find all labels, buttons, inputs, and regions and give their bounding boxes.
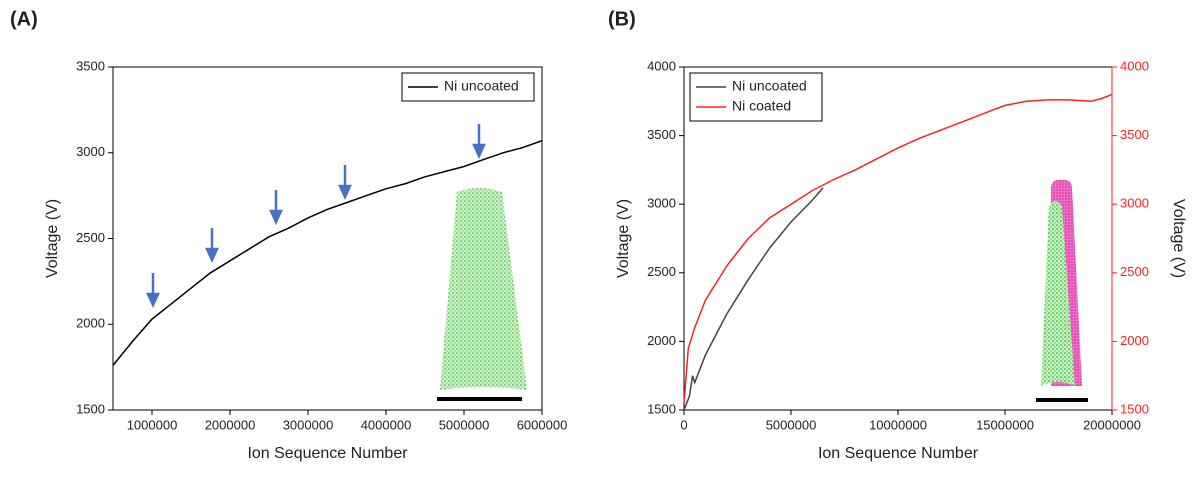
x-tick-label: 3000000 (283, 417, 334, 432)
y2-tick-label: 3000 (1120, 196, 1149, 211)
inset-b (1036, 180, 1088, 402)
y2-tick-label: 2500 (1120, 264, 1149, 279)
x-tick-label: 4000000 (361, 417, 412, 432)
series-line (112, 139, 543, 366)
x-tick-label: 2000000 (205, 417, 256, 432)
y2-tick-label: 1500 (1120, 401, 1149, 416)
y2-tick-label: 3500 (1120, 127, 1149, 142)
y-tick-label: 2500 (647, 264, 676, 279)
x-tick-label: 5000000 (439, 417, 490, 432)
x-tick-label: 10000000 (869, 417, 927, 432)
y-tick-label: 2000 (647, 333, 676, 348)
y-tick-label: 2000 (76, 316, 105, 331)
x-axis-label: Ion Sequence Number (818, 445, 979, 462)
x-tick-label: 15000000 (976, 417, 1034, 432)
legend-box (689, 72, 823, 122)
x-axis-label: Ion Sequence Number (247, 445, 408, 462)
legend-label: Ni coated (732, 98, 791, 114)
y-tick-label: 1500 (76, 401, 105, 416)
x-tick-label: 0 (680, 417, 687, 432)
panel-label: (A) (10, 8, 38, 30)
legend-label: Ni uncoated (444, 78, 519, 94)
x-tick-label: 20000000 (1083, 417, 1141, 432)
y-axis-label: Voltage (V) (615, 199, 632, 278)
series-line (683, 93, 1113, 404)
panel-label: (B) (608, 8, 636, 30)
y-tick-label: 4000 (647, 58, 676, 73)
x-tick-label: 5000000 (766, 417, 817, 432)
x-tick-label: 6000000 (517, 417, 568, 432)
legend-label: Ni uncoated (732, 78, 807, 94)
y2-tick-label: 2000 (1120, 333, 1149, 348)
y-tick-label: 3500 (76, 58, 105, 73)
y-tick-label: 3000 (76, 144, 105, 159)
y-tick-label: 3500 (647, 127, 676, 142)
y-tick-label: 3000 (647, 196, 676, 211)
arrows (146, 124, 486, 309)
y2-tick-label: 4000 (1120, 58, 1149, 73)
inset-a (437, 188, 527, 401)
x-tick-label: 1000000 (127, 417, 178, 432)
y2-axis-label: Voltage (V) (1170, 199, 1187, 278)
series-line (683, 187, 824, 411)
y-axis-label: Voltage (V) (44, 199, 61, 278)
y-tick-label: 2500 (76, 230, 105, 245)
y-tick-label: 1500 (647, 401, 676, 416)
